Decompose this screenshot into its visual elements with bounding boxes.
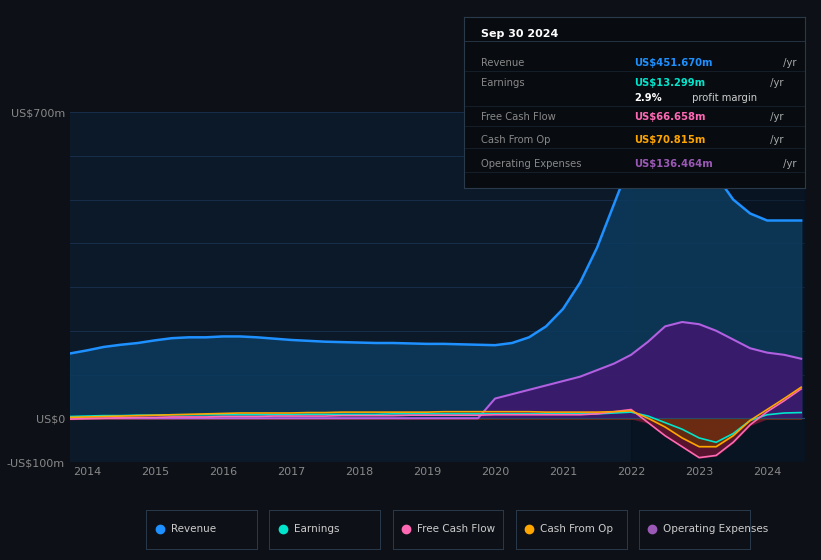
Text: /yr: /yr	[767, 78, 783, 88]
Text: Earnings: Earnings	[294, 524, 339, 534]
Text: 2.9%: 2.9%	[635, 93, 662, 103]
Text: Free Cash Flow: Free Cash Flow	[481, 113, 556, 123]
Text: /yr: /yr	[780, 158, 796, 169]
Text: Operating Expenses: Operating Expenses	[663, 524, 768, 534]
Text: US$136.464m: US$136.464m	[635, 158, 713, 169]
Text: profit margin: profit margin	[690, 93, 758, 103]
Text: /yr: /yr	[767, 134, 783, 144]
Text: /yr: /yr	[767, 113, 783, 123]
Text: Cash From Op: Cash From Op	[481, 134, 550, 144]
Text: Earnings: Earnings	[481, 78, 525, 88]
Text: Free Cash Flow: Free Cash Flow	[417, 524, 495, 534]
Text: Cash From Op: Cash From Op	[540, 524, 613, 534]
Text: US$66.658m: US$66.658m	[635, 113, 706, 123]
Text: US$451.670m: US$451.670m	[635, 58, 713, 68]
Text: US$70.815m: US$70.815m	[635, 134, 705, 144]
Text: Revenue: Revenue	[481, 58, 525, 68]
Bar	[631, 112, 805, 462]
Text: /yr: /yr	[780, 58, 796, 68]
Text: Sep 30 2024: Sep 30 2024	[481, 29, 558, 39]
Text: Revenue: Revenue	[171, 524, 216, 534]
Text: US$13.299m: US$13.299m	[635, 78, 705, 88]
Text: Operating Expenses: Operating Expenses	[481, 158, 581, 169]
